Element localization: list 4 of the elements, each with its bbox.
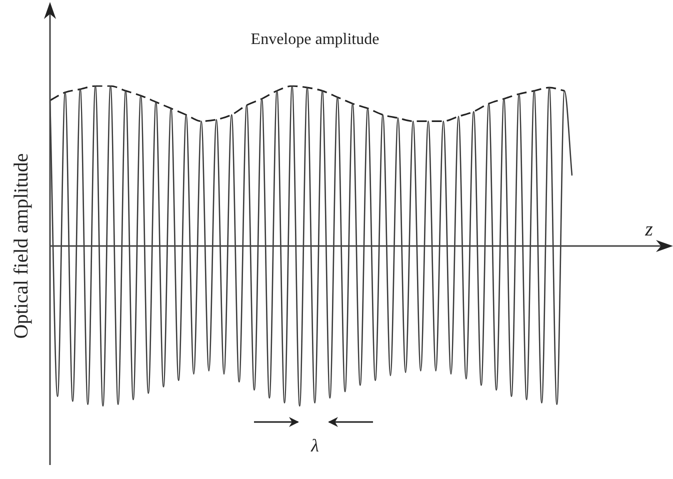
x-axis-title: z (644, 218, 654, 240)
text: λ (310, 436, 320, 456)
y-axis-title: Optical field amplitude (10, 153, 32, 339)
text: Envelope amplitude (250, 31, 380, 48)
